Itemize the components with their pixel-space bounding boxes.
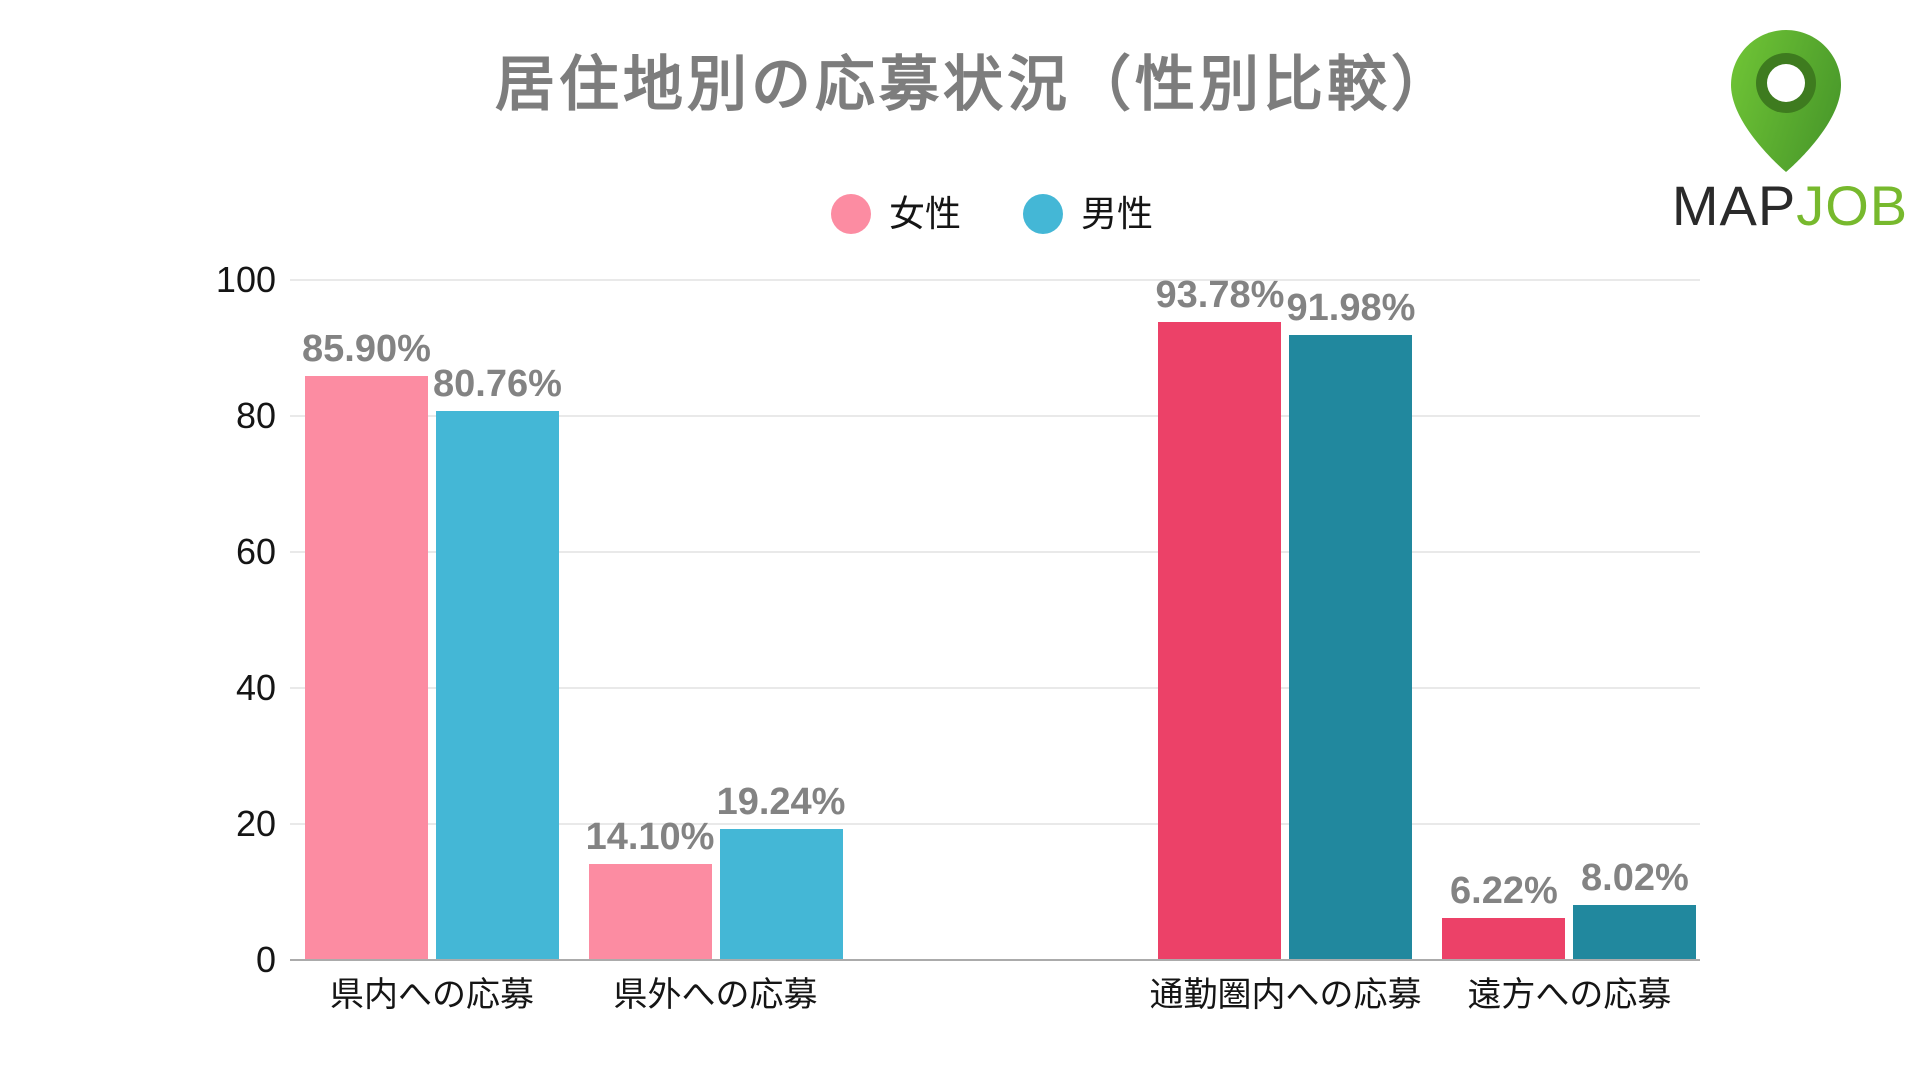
map-pin-icon — [1731, 30, 1841, 172]
value-label-男性-1: 19.24% — [716, 781, 846, 824]
value-label-男性-2: 91.98% — [1286, 286, 1416, 329]
bar-女性-1 — [588, 864, 712, 960]
logo-wordmark: MAPJOB — [1672, 178, 1908, 234]
value-label-男性-0: 80.76% — [433, 362, 562, 405]
value-label-女性-0: 85.90% — [302, 327, 431, 370]
bar-女性-3 — [1442, 917, 1566, 960]
legend-label: 男性 — [1081, 193, 1154, 234]
value-label-女性-3: 6.22% — [1450, 869, 1558, 912]
gridline-20 — [290, 823, 1700, 825]
y-tick-label-100: 100 — [215, 259, 276, 300]
x-axis-line — [290, 959, 1700, 961]
mapjob-logo: MAPJOB — [1660, 0, 1920, 260]
legend-item-1: 男性 — [1023, 194, 1153, 234]
bar-女性-0 — [304, 375, 428, 960]
bar-男性-2 — [1289, 334, 1413, 960]
y-tick-label-80: 80 — [235, 395, 276, 436]
category-label-1: 県外への応募 — [613, 976, 818, 1014]
logo-text-job: JOB — [1796, 174, 1909, 237]
y-tick-label-40: 40 — [235, 667, 276, 708]
bar-男性-3 — [1573, 905, 1697, 960]
category-label-0: 県内への応募 — [329, 976, 534, 1014]
y-tick-label-0: 0 — [255, 939, 276, 980]
value-label-男性-3: 8.02% — [1581, 857, 1689, 900]
y-tick-label-60: 60 — [235, 531, 276, 572]
gridline-40 — [290, 687, 1700, 689]
value-label-女性-1: 14.10% — [585, 816, 715, 859]
y-tick-label-20: 20 — [235, 803, 276, 844]
category-label-2: 通勤圏内への応募 — [1149, 976, 1422, 1014]
bar-男性-1 — [719, 829, 843, 960]
legend-marker-icon — [830, 194, 871, 234]
gridline-60 — [290, 551, 1700, 553]
legend-item-0: 女性 — [830, 193, 961, 234]
page-title: 居住地別の応募状況（性別比較） — [495, 51, 1455, 118]
gridline-100 — [290, 279, 1700, 281]
gridline-80 — [290, 415, 1700, 417]
plot-area: 0 20 40 60 80 100 85.90% 80.76% 県内への応募 14.10% 19.2… — [216, 262, 1700, 1012]
bar-男性-0 — [435, 410, 559, 960]
category-label-3: 遠方への応募 — [1467, 976, 1672, 1014]
legend-marker-icon — [1023, 194, 1063, 234]
chart-legend: 女性 男性 — [830, 193, 1153, 234]
logo-text-map: MAP — [1671, 174, 1797, 237]
legend-label: 女性 — [888, 193, 961, 234]
value-label-女性-2: 93.78% — [1155, 274, 1285, 317]
bar-女性-2 — [1158, 322, 1282, 960]
